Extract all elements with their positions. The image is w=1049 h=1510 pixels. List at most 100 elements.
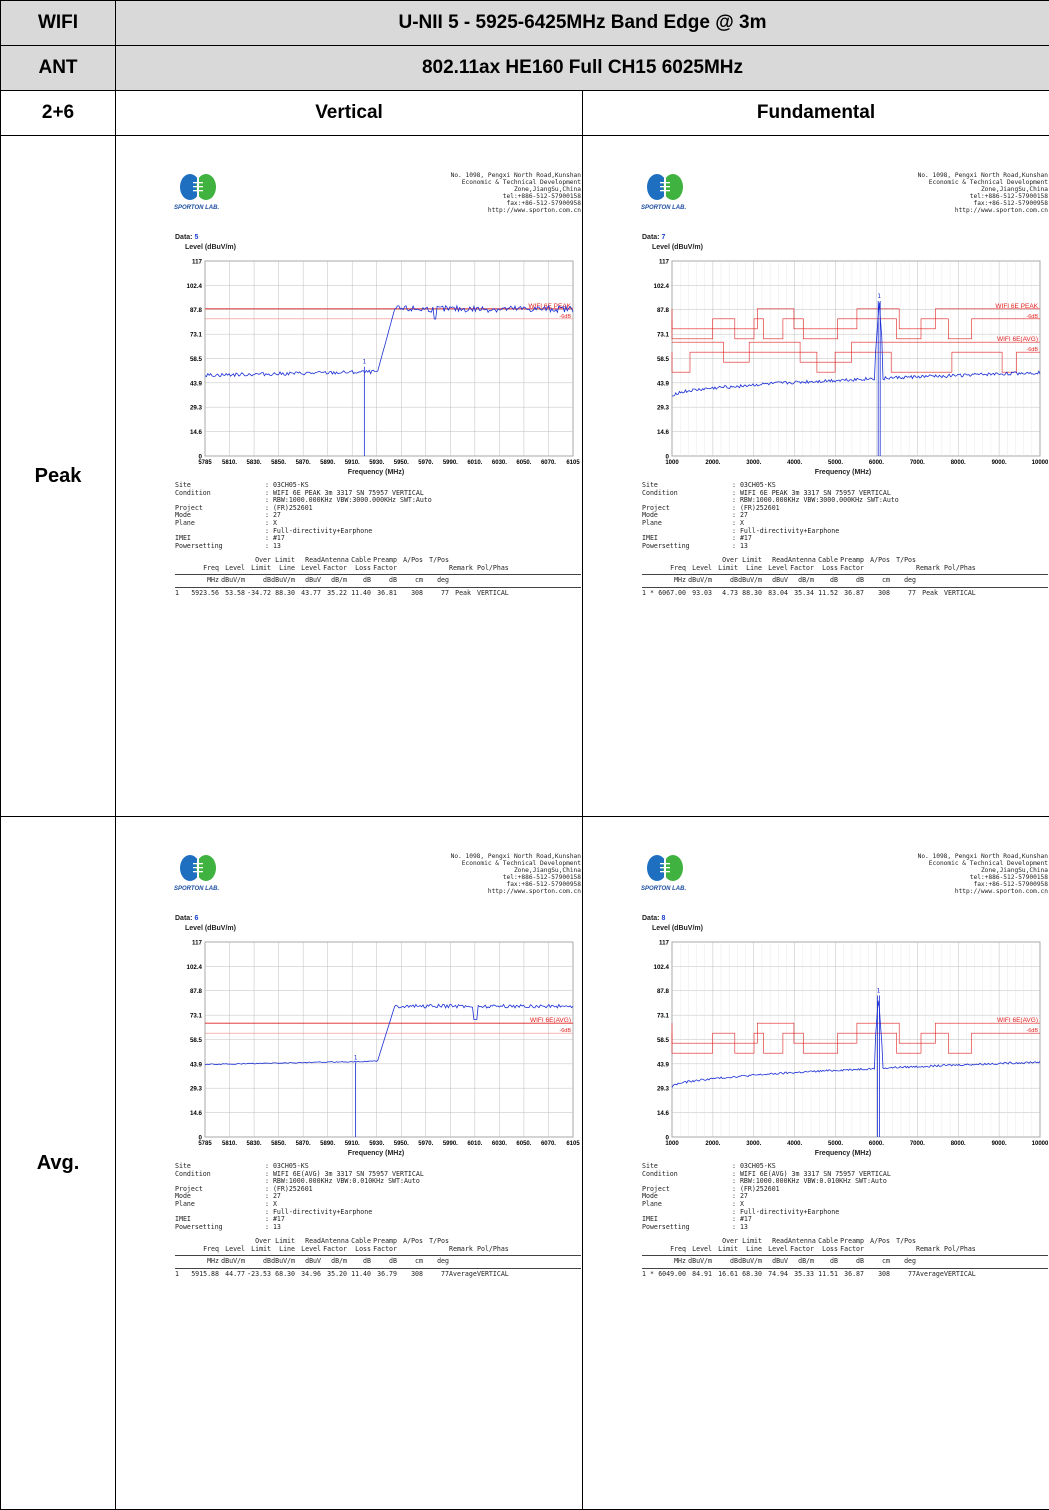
meta-row: : Full-directivity+Earphone <box>175 1207 581 1217</box>
cell <box>175 557 189 565</box>
cell: MHz <box>207 1257 219 1266</box>
cell: Limit <box>718 1244 738 1253</box>
cell: 68.30 <box>742 1269 762 1278</box>
result-header-2: Freq Level Limit Line Level Factor Loss Factor R… <box>642 563 1048 573</box>
meta-key: Condition <box>642 1169 678 1178</box>
cell: deg <box>904 576 916 585</box>
cell: Over <box>255 1237 271 1245</box>
cell: Level <box>225 1244 245 1253</box>
cell: cm <box>882 576 890 585</box>
cell: Read <box>305 1237 321 1245</box>
cell: dB <box>830 1257 838 1266</box>
cell: cm <box>415 576 423 585</box>
cell: 308 <box>411 1269 423 1278</box>
cell: Factor <box>373 1244 397 1253</box>
meta-row: Project: (FR)252601 <box>642 504 1048 513</box>
cell: Freq <box>203 1244 219 1253</box>
panel-peak-vertical: SPORTON LAB. No. 1098, Pengxi North Road… <box>115 135 583 817</box>
meta-row: Mode: 27 <box>175 1193 581 1201</box>
cell: 88.30 <box>275 588 295 597</box>
limit-sub-label: -6dB <box>1026 1028 1038 1034</box>
row-label-peak: Peak <box>0 135 116 817</box>
cell: Peak <box>922 588 938 597</box>
cell: MHz <box>207 576 219 585</box>
y-tick-label: 73.1 <box>657 1013 670 1020</box>
divider <box>175 574 581 576</box>
cell: Average <box>449 1269 477 1278</box>
cell: Factor <box>790 1244 814 1253</box>
cell: 34.96 <box>301 1269 321 1278</box>
meta-value: : X <box>732 1199 744 1208</box>
limit-sub-label: -6dB <box>1026 347 1038 353</box>
meta-value: : WIFI 6E(AVG) 3m 3317 SN 75957 VERTICAL <box>732 1169 891 1178</box>
svg-text:SPORTON LAB.: SPORTON LAB. <box>641 886 686 892</box>
cell <box>397 1246 423 1254</box>
cell: MHz <box>674 1257 686 1266</box>
cell: dBuV <box>772 576 788 585</box>
meta-row: IMEI: #17 <box>175 1216 581 1224</box>
meta-key: Project <box>642 1184 670 1193</box>
meta-value: : 27 <box>732 511 748 520</box>
cell: 83.04 <box>768 588 788 597</box>
cell: -23.53 <box>247 1269 271 1278</box>
cell: dB <box>363 1257 371 1266</box>
cell: Factor <box>840 563 864 572</box>
cell: 93.03 <box>692 588 712 597</box>
cell <box>890 1246 916 1254</box>
data-number: 7 <box>661 234 666 241</box>
y-tick-label: 14.6 <box>657 1110 670 1117</box>
cell: Line <box>746 563 762 572</box>
cell: Level <box>692 1244 712 1253</box>
meta-row: Plane: X <box>642 519 1048 528</box>
cell: A/Pos <box>403 556 423 564</box>
meta-row: Project: (FR)252601 <box>642 1184 1048 1194</box>
x-tick-label: 6000. <box>869 460 884 466</box>
meta-key: Plane <box>175 1199 195 1208</box>
cell: Freq <box>203 563 219 572</box>
meta-row: Plane: X <box>175 518 581 528</box>
y-tick-label: 29.3 <box>657 1086 670 1093</box>
cell: dB/m <box>331 1257 347 1266</box>
svg-text:SPORTON LAB.: SPORTON LAB. <box>174 205 219 211</box>
cell: deg <box>904 1257 916 1266</box>
meta-row: Condition: WIFI 6E PEAK 3m 3317 SN 75957… <box>175 489 581 498</box>
cell: MHz <box>674 576 686 585</box>
meta-row: Mode: 27 <box>642 512 1048 520</box>
cell: 11.51 <box>818 1269 838 1278</box>
cell: VERTICAL <box>944 588 976 597</box>
spectrum-trace <box>204 1003 574 1066</box>
meta-row: Site: 03CH05-KS <box>642 1162 1048 1171</box>
meta-value: : 03CH05-KS <box>265 1162 309 1170</box>
meta-row: Project: (FR)252601 <box>175 1185 581 1194</box>
cell <box>471 1258 521 1266</box>
cell: dB/m <box>798 1257 814 1266</box>
data-number: 6 <box>194 915 199 922</box>
x-tick-label: 5810. <box>222 1141 237 1147</box>
panel-avg-vertical: SPORTON LAB. No. 1098, Pengxi North Road… <box>115 816 583 1510</box>
x-tick-label: 6070. <box>541 1141 556 1147</box>
meta-value: : #17 <box>732 1215 752 1224</box>
x-tick-label: 5930. <box>369 1141 384 1147</box>
cell <box>642 557 656 565</box>
meta-value: : 27 <box>265 511 281 520</box>
marker-label: 1 <box>877 987 881 994</box>
meta-key: IMEI <box>175 1215 191 1224</box>
y-tick-label: 102.4 <box>654 283 670 290</box>
cell <box>916 1258 938 1266</box>
data-label: Data: <box>642 234 660 241</box>
meta-key: Powersetting <box>642 541 690 550</box>
meta-value: : #17 <box>265 534 285 543</box>
y-tick-label: 43.9 <box>657 380 670 387</box>
meta-value: : Full-directivity+Earphone <box>265 1207 373 1216</box>
cell: 16.61 <box>718 1269 738 1278</box>
meta-key: IMEI <box>642 534 658 543</box>
limit-label: WIFI 6E(AVG) <box>997 336 1038 343</box>
meta-key: Plane <box>175 518 195 527</box>
x-axis-label: Frequency (MHz) <box>814 1150 872 1157</box>
y-tick-label: 87.8 <box>190 307 203 314</box>
meta-key: Powersetting <box>175 1222 223 1231</box>
result-header-2: Freq Level Limit Line Level Factor Loss Factor R… <box>642 1244 1048 1254</box>
